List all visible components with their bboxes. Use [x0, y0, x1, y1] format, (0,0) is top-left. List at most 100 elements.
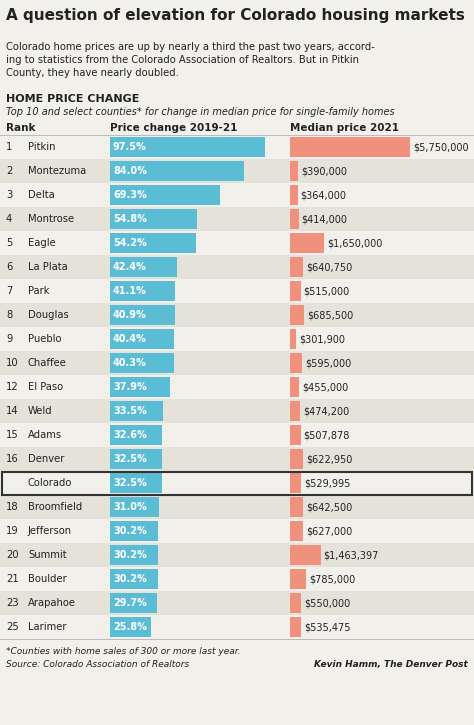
Text: 40.3%: 40.3% [113, 358, 147, 368]
Bar [110, 401, 163, 421]
Text: 54.8%: 54.8% [113, 214, 147, 224]
Bar [290, 449, 303, 469]
Text: *Counties with home sales of 300 or more last year.: *Counties with home sales of 300 or more… [6, 647, 240, 656]
Text: 33.5%: 33.5% [113, 406, 147, 416]
Bar [0, 423, 474, 447]
Bar [290, 401, 300, 421]
Text: Median price 2021: Median price 2021 [290, 123, 399, 133]
Bar [110, 569, 158, 589]
Text: Pitkin: Pitkin [28, 142, 55, 152]
Text: 32.5%: 32.5% [113, 478, 147, 488]
Bar [0, 591, 474, 615]
Text: Source: Colorado Association of Realtors: Source: Colorado Association of Realtors [6, 660, 189, 669]
Text: Jefferson: Jefferson [28, 526, 72, 536]
Text: 23: 23 [6, 598, 18, 608]
Text: Summit: Summit [28, 550, 67, 560]
Text: 32.5%: 32.5% [113, 454, 147, 464]
Bar [110, 377, 170, 397]
Bar [110, 209, 197, 229]
Text: Eagle: Eagle [28, 238, 56, 248]
Text: Price change 2019-21: Price change 2019-21 [110, 123, 237, 133]
Bar [290, 161, 298, 181]
Text: $455,000: $455,000 [302, 382, 349, 392]
Bar [290, 329, 296, 349]
Bar [290, 545, 320, 565]
Bar [290, 257, 303, 277]
Bar [290, 569, 306, 589]
Text: $515,000: $515,000 [304, 286, 350, 296]
Bar [290, 497, 303, 517]
Bar [290, 377, 300, 397]
Text: HOME PRICE CHANGE: HOME PRICE CHANGE [6, 94, 139, 104]
Bar [2, 471, 472, 494]
Text: 25.8%: 25.8% [113, 622, 147, 632]
Bar [0, 279, 474, 303]
Bar [0, 495, 474, 519]
Bar [110, 281, 175, 301]
Bar [290, 305, 304, 325]
Text: $642,500: $642,500 [306, 502, 353, 512]
Bar [110, 185, 220, 205]
Text: 37.9%: 37.9% [113, 382, 147, 392]
Text: Larimer: Larimer [28, 622, 66, 632]
Bar [290, 593, 301, 613]
Text: $1,650,000: $1,650,000 [328, 238, 383, 248]
Bar [110, 353, 174, 373]
Text: 1: 1 [6, 142, 12, 152]
Bar [0, 519, 474, 543]
Bar [0, 471, 474, 495]
Bar [0, 447, 474, 471]
Bar [110, 521, 158, 541]
Bar [290, 521, 303, 541]
Text: Douglas: Douglas [28, 310, 69, 320]
Text: 19: 19 [6, 526, 19, 536]
Bar [110, 161, 244, 181]
Bar [0, 375, 474, 399]
Bar [110, 257, 177, 277]
Text: 21: 21 [6, 574, 19, 584]
Text: 54.2%: 54.2% [113, 238, 147, 248]
Bar [110, 449, 162, 469]
Text: 2: 2 [6, 166, 12, 176]
Text: Montezuma: Montezuma [28, 166, 86, 176]
Bar [0, 543, 474, 567]
Text: $785,000: $785,000 [310, 574, 356, 584]
Bar [0, 207, 474, 231]
Bar [110, 545, 158, 565]
Text: $685,500: $685,500 [307, 310, 354, 320]
Bar [110, 425, 162, 445]
Text: 14: 14 [6, 406, 18, 416]
Bar [0, 327, 474, 351]
Text: 29.7%: 29.7% [113, 598, 147, 608]
Bar [290, 137, 410, 157]
Text: Montrose: Montrose [28, 214, 74, 224]
Text: 97.5%: 97.5% [113, 142, 147, 152]
Bar [0, 255, 474, 279]
Bar [0, 183, 474, 207]
Text: 5: 5 [6, 238, 12, 248]
Text: $550,000: $550,000 [304, 598, 351, 608]
Text: 7: 7 [6, 286, 12, 296]
Text: 4: 4 [6, 214, 12, 224]
Text: 69.3%: 69.3% [113, 190, 147, 200]
Text: $627,000: $627,000 [306, 526, 352, 536]
Text: $640,750: $640,750 [306, 262, 353, 272]
Text: $414,000: $414,000 [301, 214, 347, 224]
Text: 12: 12 [6, 382, 19, 392]
Bar [0, 135, 474, 159]
Text: Rank: Rank [6, 123, 36, 133]
Text: $301,900: $301,900 [299, 334, 345, 344]
Text: 40.9%: 40.9% [113, 310, 147, 320]
Text: Denver: Denver [28, 454, 64, 464]
Text: 10: 10 [6, 358, 18, 368]
Bar [0, 231, 474, 255]
Bar [290, 473, 301, 493]
Text: Colorado home prices are up by nearly a third the past two years, accord-
ing to: Colorado home prices are up by nearly a … [6, 42, 375, 78]
Text: $364,000: $364,000 [301, 190, 346, 200]
Text: 41.1%: 41.1% [113, 286, 147, 296]
Bar [290, 185, 298, 205]
Bar [110, 473, 162, 493]
Bar [110, 329, 174, 349]
Text: Boulder: Boulder [28, 574, 67, 584]
Text: Park: Park [28, 286, 49, 296]
